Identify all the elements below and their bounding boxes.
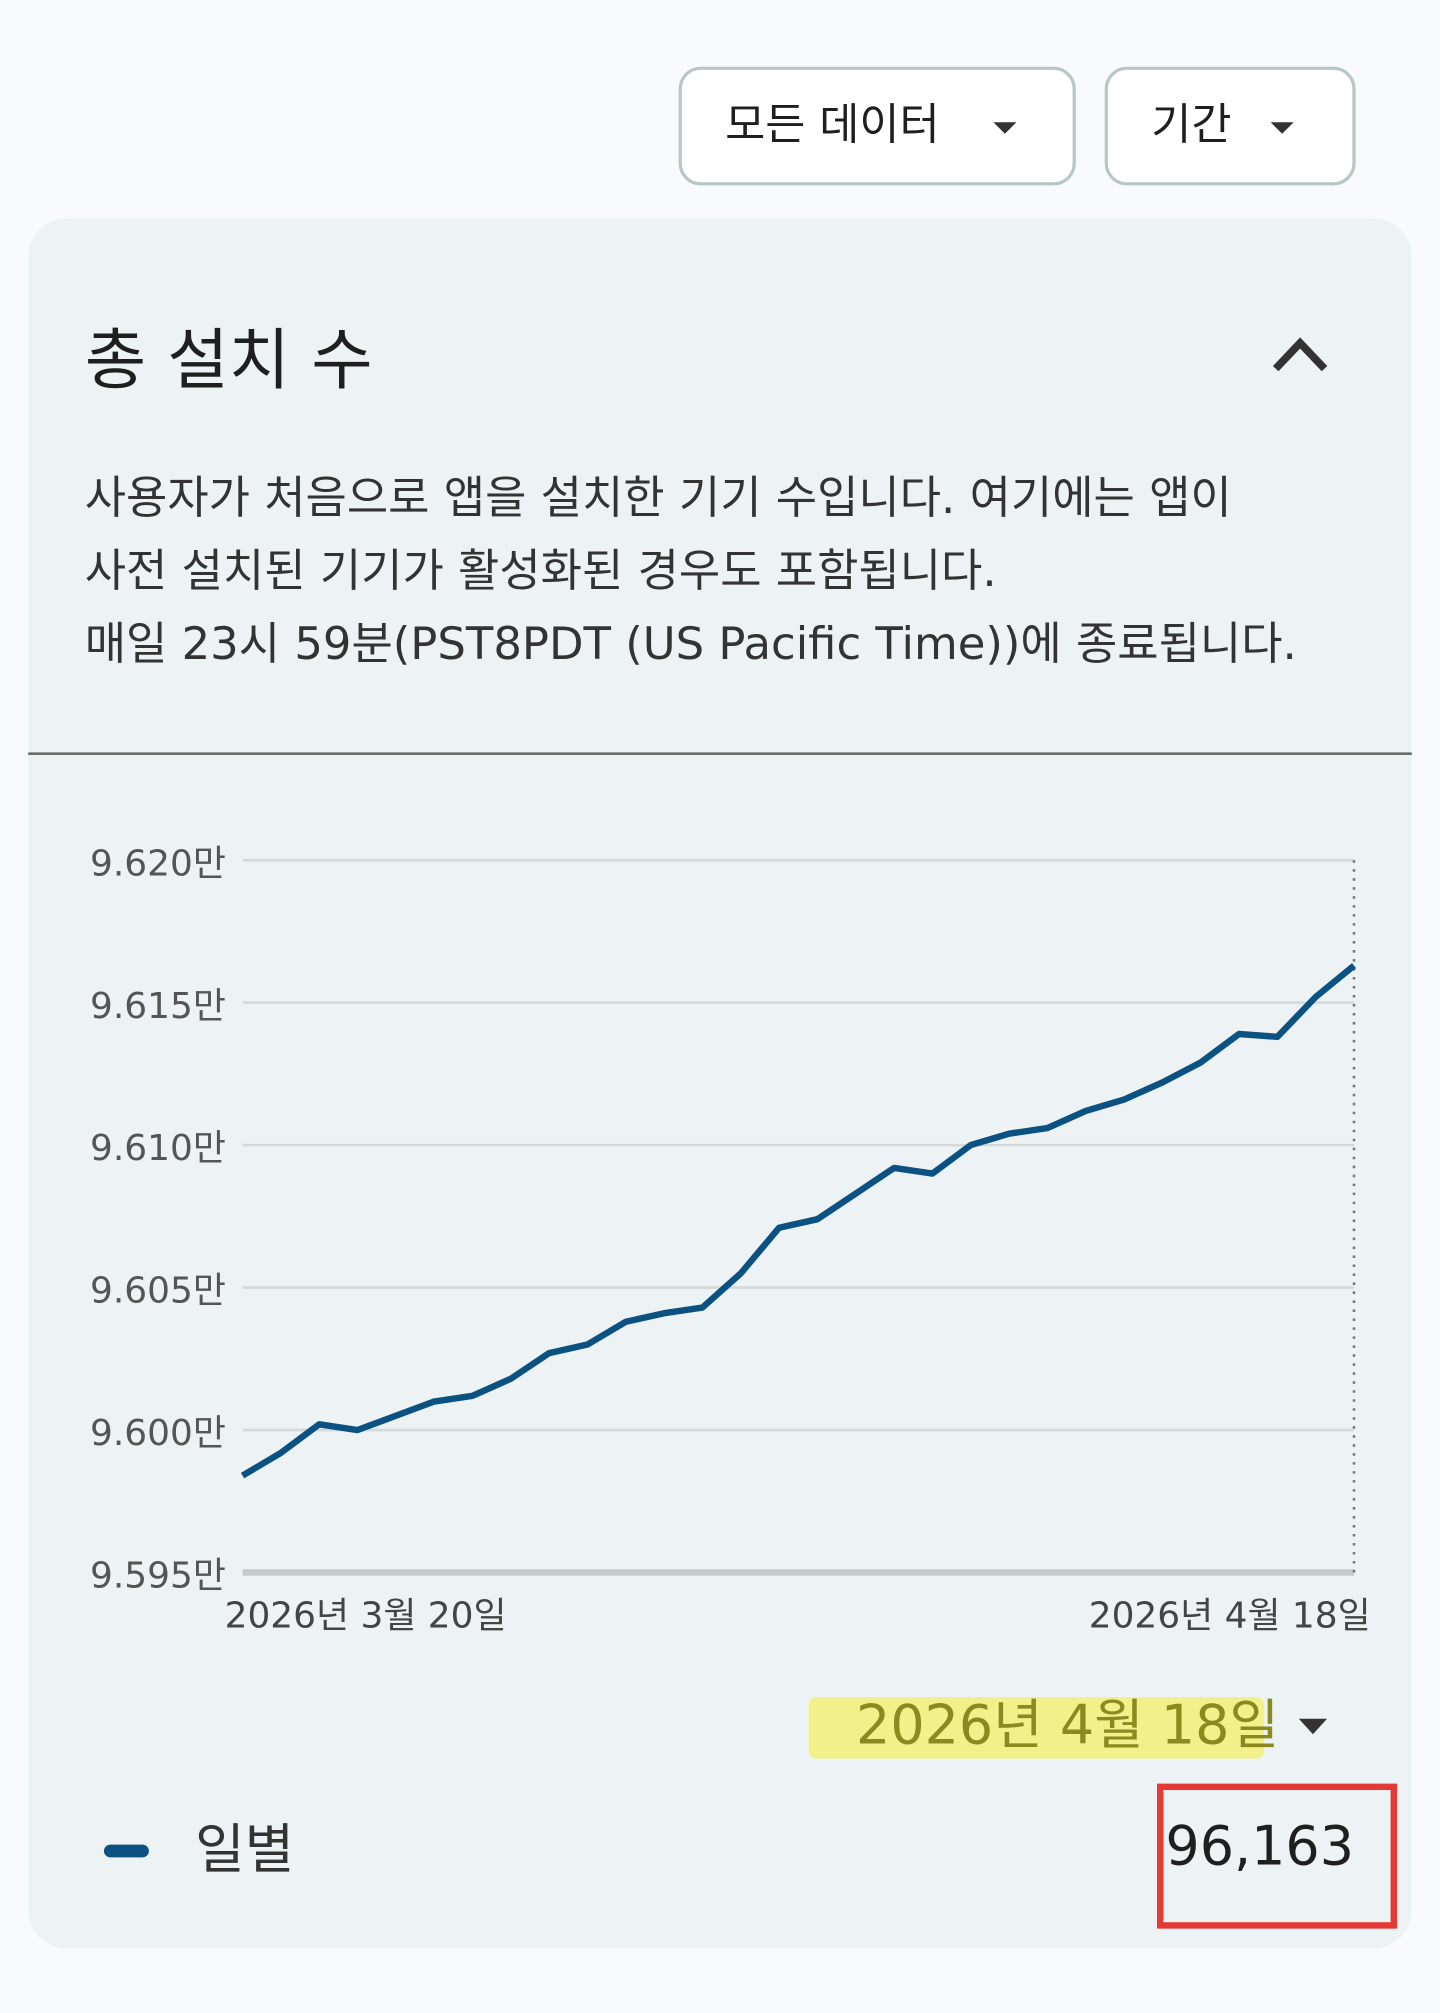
annotation-box [1157, 1783, 1398, 1929]
card [28, 218, 1412, 1949]
chart: 9.595만 9.600만 9.605만 9.610만 9.615만 9.620만 2026… [90, 843, 1371, 1636]
y-tick-label: 9.595만 [90, 1556, 226, 1597]
y-tick-label: 9.615만 [90, 986, 226, 1027]
y-tick-label: 9.620만 [90, 843, 226, 884]
y-tick-label: 9.605만 [90, 1271, 226, 1312]
x-tick-label: 2026년 4월 18일 [1089, 1595, 1371, 1636]
card-title: 총 설치 수 [85, 321, 373, 399]
description: 사용자가 처음으로 앱을 설치한 기기 수입니다. 여기에는 앱이 [85, 471, 1232, 524]
highlight [808, 1696, 1265, 1759]
y-tick-label: 9.600만 [90, 1413, 226, 1454]
dropdown-arrow [1270, 122, 1294, 134]
legend-label: 일별 [195, 1818, 294, 1881]
period-button[interactable] [1104, 66, 1356, 186]
description: 매일 23시 59분(PST8PDT (US Pacific Time))에 종… [85, 617, 1297, 670]
data-filter-button[interactable] [678, 66, 1076, 186]
description: 사전 설치된 기기가 활성화된 경우도 포함됩니다. [85, 544, 997, 597]
button-label: 기간 [1151, 100, 1231, 150]
selected-value: 96,163 [1165, 1814, 1354, 1877]
collapse-button[interactable] [1272, 337, 1328, 372]
dropdown-arrow [1298, 1718, 1328, 1735]
y-tick-label: 9.610만 [90, 1128, 226, 1169]
dropdown-arrow [993, 122, 1017, 134]
selected-date[interactable]: 2026년 4월 18일 [856, 1694, 1279, 1757]
button-label: 모든 데이터 [725, 100, 940, 150]
x-tick-label: 2026년 3월 20일 [225, 1595, 507, 1636]
data-line [240, 963, 1357, 1479]
